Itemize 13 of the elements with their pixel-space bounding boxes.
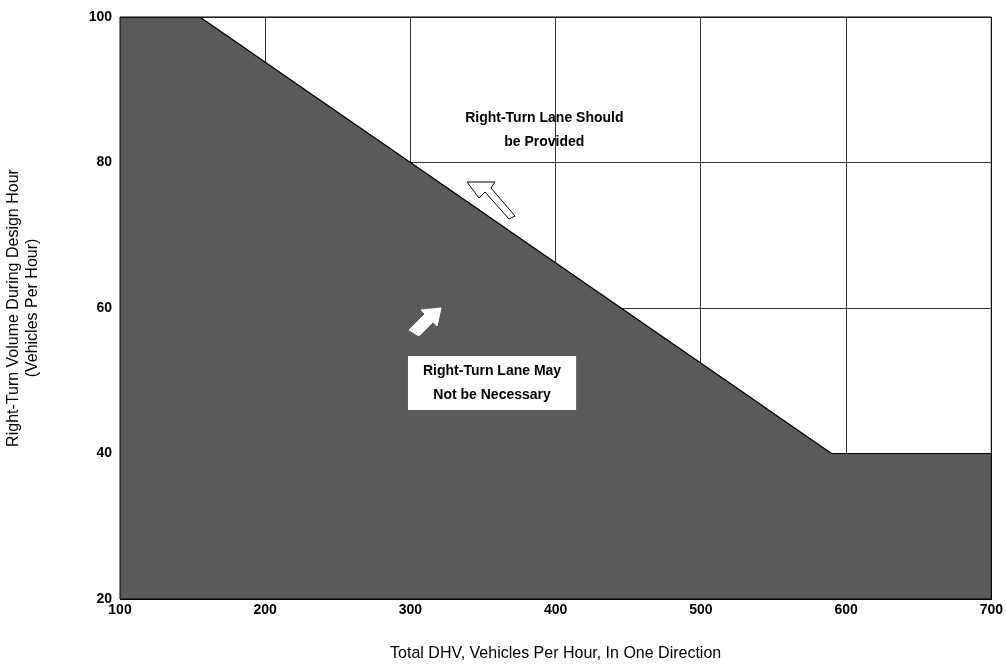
y-tick-label: 80	[96, 153, 113, 170]
x-tick-label: 500	[689, 601, 713, 618]
x-tick-label: 700	[979, 601, 1004, 618]
y-tick-label: 100	[88, 7, 113, 24]
x-axis-title: Total DHV, Vehicles Per Hour, In One Direction	[390, 643, 722, 661]
y-tick-label: 60	[96, 298, 113, 315]
x-tick-label: 600	[834, 601, 858, 618]
x-tick-label: 300	[398, 601, 423, 618]
y-tick-label: 40	[96, 444, 113, 461]
y-axis-title: Right-Turn Volume During Design Hour (Vehicles Per Hour)	[4, 168, 41, 447]
x-tick-label: 200	[253, 601, 278, 618]
annotation: Right-Turn Lane May Not be Necessary	[422, 361, 562, 402]
x-tick-label: 400	[543, 601, 568, 618]
